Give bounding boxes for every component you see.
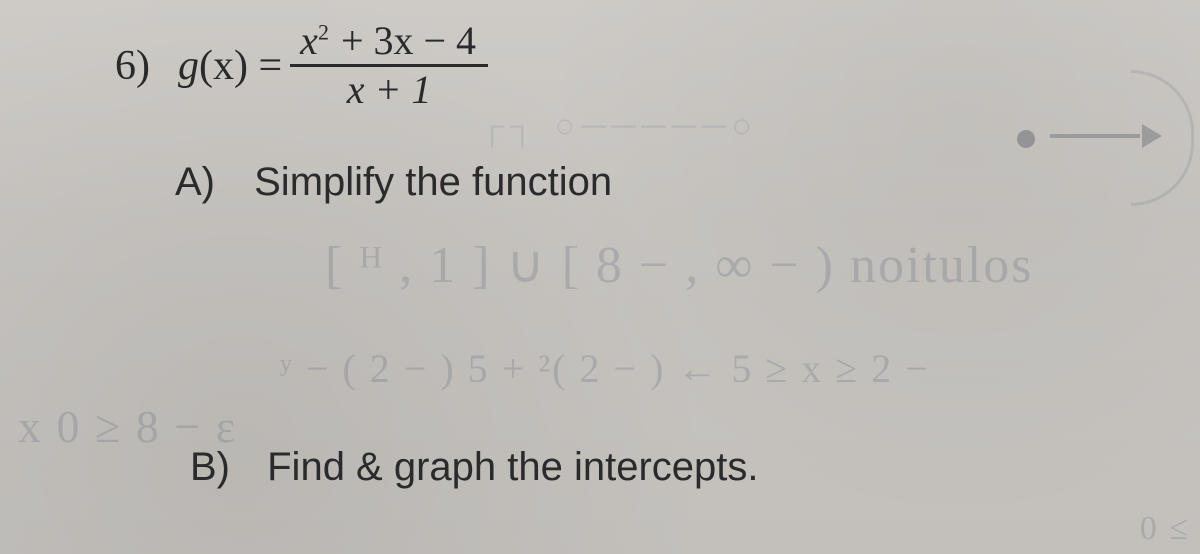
fraction-numerator: x2 + 3x − 4 <box>290 20 488 62</box>
numer-exp: 2 <box>318 20 329 45</box>
ghost-dot-icon <box>1017 130 1035 148</box>
part-a-line: A) Simplify the function <box>175 160 612 205</box>
part-b-line: B) Find & graph the intercepts. <box>190 445 759 490</box>
part-a-label: A) <box>175 160 215 204</box>
problem-number: 6) <box>115 42 150 90</box>
function-lhs: g(x) = <box>178 42 282 90</box>
numer-rest: + 3x − 4 <box>329 18 478 63</box>
part-b-label: B) <box>190 445 230 489</box>
numer-x: x <box>300 18 318 63</box>
ghost-line-2: ʸ − ( 2 − ) 5 + ²( 2 − ) ← 5 ≥ x ≥ 2 − <box>280 345 930 392</box>
gx-rest: (x) = <box>199 43 282 89</box>
ghost-line-4: 0 ≤ <box>1140 510 1190 548</box>
fraction-denominator: x + 1 <box>337 69 442 111</box>
fraction: x2 + 3x − 4 x + 1 <box>290 20 488 111</box>
part-b-text: Find & graph the intercepts. <box>267 445 758 489</box>
gx-g: g <box>178 43 199 89</box>
problem-line: 6) g(x) = x2 + 3x − 4 x + 1 <box>115 20 488 111</box>
ghost-top-band: ┌┐ ○─────○ <box>480 108 758 146</box>
part-a-text: Simplify the function <box>254 160 612 204</box>
ghost-line-1: [ ᴴ , 1 ] ∪ [ 8 − , ∞ − ) noitulos <box>325 235 1034 295</box>
